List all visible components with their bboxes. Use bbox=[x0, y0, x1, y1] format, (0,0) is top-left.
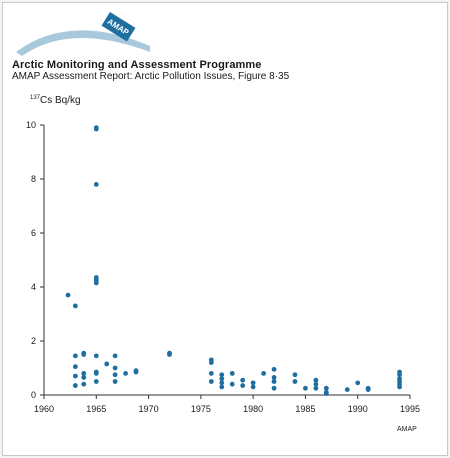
y-tick-label-0: 0 bbox=[31, 390, 36, 400]
data-point-0-37 bbox=[219, 380, 225, 386]
data-point-0-34 bbox=[208, 379, 214, 384]
data-point-0-45 bbox=[261, 371, 266, 376]
y-axis-label-isotope: 137 bbox=[30, 95, 41, 101]
y-tick-label-6: 6 bbox=[31, 228, 36, 238]
x-tick-label-1985: 1985 bbox=[295, 404, 315, 414]
data-point-0-58 bbox=[323, 391, 329, 397]
data-point-0-40 bbox=[229, 381, 235, 387]
data-point-0-9 bbox=[81, 375, 87, 380]
data-point-0-24 bbox=[112, 372, 118, 378]
data-point-0-8 bbox=[81, 371, 87, 376]
x-tick-label-1995: 1995 bbox=[400, 404, 420, 414]
data-point-0-53 bbox=[313, 377, 319, 383]
data-point-0-22 bbox=[112, 353, 118, 359]
data-point-0-1 bbox=[72, 303, 78, 309]
data-point-0-39 bbox=[229, 371, 235, 376]
data-point-0-51 bbox=[292, 379, 298, 384]
x-tick-label-1990: 1990 bbox=[348, 404, 368, 414]
logo-arc bbox=[16, 30, 150, 56]
data-point-0-32 bbox=[208, 360, 214, 365]
data-point-0-68 bbox=[397, 384, 402, 390]
y-tick-label-10: 10 bbox=[26, 120, 36, 130]
data-point-0-35 bbox=[219, 372, 225, 378]
data-point-0-56 bbox=[323, 385, 329, 391]
data-point-0-25 bbox=[112, 379, 118, 384]
data-point-0-54 bbox=[313, 381, 319, 387]
credit-label: AMAP bbox=[397, 426, 417, 433]
data-point-0-13 bbox=[93, 182, 99, 187]
data-point-0-28 bbox=[133, 368, 139, 374]
page-subtitle: AMAP Assessment Report: Arctic Pollution… bbox=[12, 71, 290, 82]
data-point-0-33 bbox=[208, 371, 214, 376]
data-point-0-59 bbox=[344, 387, 350, 392]
data-point-0-16 bbox=[93, 280, 99, 286]
data-point-0-52 bbox=[303, 385, 308, 391]
data-point-0-26 bbox=[123, 371, 128, 376]
data-point-0-42 bbox=[240, 383, 246, 388]
data-point-0-62 bbox=[365, 387, 371, 392]
data-point-0-2 bbox=[72, 353, 78, 359]
data-point-0-38 bbox=[219, 384, 225, 390]
y-axis-label: 137Cs Bq/kg bbox=[30, 95, 81, 106]
data-point-0-10 bbox=[81, 381, 87, 387]
data-point-0-36 bbox=[219, 376, 225, 382]
page-title: Arctic Monitoring and Assessment Program… bbox=[12, 59, 262, 71]
data-point-0-7 bbox=[81, 352, 87, 357]
data-point-0-3 bbox=[72, 364, 78, 370]
y-tick-label-8: 8 bbox=[31, 174, 36, 184]
x-tick-label-1970: 1970 bbox=[139, 404, 159, 414]
x-tick-label-1975: 1975 bbox=[191, 404, 211, 414]
data-point-0-5 bbox=[72, 383, 78, 388]
y-tick-label-2: 2 bbox=[31, 336, 36, 346]
data-point-0-55 bbox=[313, 385, 319, 391]
data-point-0-0 bbox=[65, 292, 71, 298]
data-point-0-30 bbox=[167, 352, 172, 357]
data-point-0-19 bbox=[93, 371, 99, 376]
data-point-0-49 bbox=[271, 385, 277, 391]
data-point-0-20 bbox=[93, 379, 99, 384]
data-point-0-23 bbox=[112, 365, 118, 371]
data-point-0-41 bbox=[240, 377, 246, 383]
data-point-0-48 bbox=[271, 379, 277, 384]
amap-logo: AMAP bbox=[16, 12, 150, 56]
data-point-0-44 bbox=[250, 384, 256, 390]
y-axis-label-unit: Cs Bq/kg bbox=[40, 95, 81, 106]
data-point-0-47 bbox=[271, 375, 277, 380]
x-tick-label-1965: 1965 bbox=[86, 404, 106, 414]
y-tick-label-4: 4 bbox=[31, 282, 36, 292]
data-point-0-46 bbox=[271, 366, 277, 372]
data-point-0-21 bbox=[104, 361, 110, 367]
data-point-0-12 bbox=[93, 126, 99, 132]
data-point-0-4 bbox=[72, 373, 78, 379]
x-tick-label-1980: 1980 bbox=[243, 404, 263, 414]
data-point-0-64 bbox=[397, 372, 402, 378]
data-point-0-17 bbox=[93, 353, 99, 359]
data-point-0-50 bbox=[292, 372, 298, 378]
data-point-0-60 bbox=[355, 380, 361, 386]
data-point-0-43 bbox=[250, 380, 256, 386]
x-tick-label-1960: 1960 bbox=[34, 404, 54, 414]
